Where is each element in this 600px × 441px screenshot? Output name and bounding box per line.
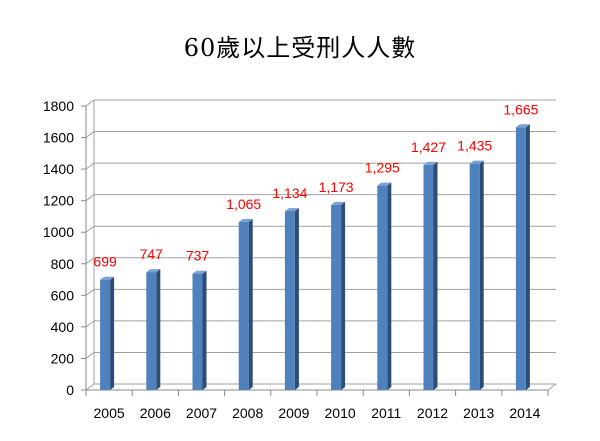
bar — [423, 164, 434, 390]
gridline-diagonal — [85, 352, 95, 359]
gridline-diagonal — [85, 194, 95, 202]
bar-side — [387, 182, 392, 390]
data-label: 1,173 — [319, 179, 354, 195]
bar-top — [423, 161, 438, 165]
data-label: 1,065 — [226, 196, 261, 212]
x-tick-label: 2007 — [186, 405, 217, 421]
bar-side — [341, 201, 346, 390]
x-tick-label: 2005 — [94, 405, 125, 421]
bar-top — [146, 269, 161, 273]
gridline-diagonal — [85, 162, 95, 170]
y-tick-label: 0 — [66, 382, 74, 398]
gridline-diagonal — [85, 99, 95, 107]
data-label: 1,665 — [503, 101, 538, 117]
gridline-diagonal — [85, 383, 95, 391]
bar — [377, 185, 388, 390]
x-tick-label: 2009 — [278, 405, 309, 421]
data-label: 737 — [186, 248, 210, 264]
bar-side — [248, 218, 253, 390]
bar-top — [238, 218, 253, 222]
x-tick-label: 2014 — [509, 405, 540, 421]
bar — [284, 211, 295, 390]
bar — [331, 204, 342, 390]
gridline-diagonal — [85, 320, 95, 328]
y-tick-label: 600 — [51, 287, 75, 303]
bar-side — [202, 270, 207, 390]
data-label: 699 — [93, 254, 117, 270]
y-tick-label: 1000 — [43, 224, 74, 240]
y-tick-label: 1400 — [43, 161, 74, 177]
y-tick-label: 1600 — [43, 130, 74, 146]
x-tick-label: 2011 — [371, 405, 401, 421]
x-tick-label: 2008 — [232, 405, 263, 421]
bar-side — [479, 160, 484, 390]
data-label: 1,134 — [272, 185, 307, 201]
bar-top — [100, 276, 115, 280]
bar-side — [294, 208, 299, 390]
bar — [238, 221, 249, 390]
bar-top — [377, 182, 392, 186]
bar-top — [469, 160, 484, 164]
x-tick-label: 2013 — [463, 405, 494, 421]
bar-top — [192, 270, 207, 274]
bar-top — [515, 124, 530, 128]
y-tick-label: 800 — [51, 256, 75, 272]
bar-top — [331, 201, 346, 205]
chart-title: 60歲以上受刑人人數 — [183, 34, 417, 62]
bar — [192, 273, 203, 390]
y-tick-label: 1200 — [43, 193, 74, 209]
y-tick-label: 1800 — [43, 98, 74, 114]
y-tick-label: 400 — [51, 319, 75, 335]
data-label: 747 — [140, 246, 164, 262]
bar-side — [433, 161, 438, 390]
gridline-diagonal — [85, 288, 95, 296]
gridline-diagonal — [85, 257, 95, 265]
data-label: 1,435 — [457, 138, 492, 154]
bar-top — [284, 208, 299, 212]
data-label: 1,427 — [411, 139, 446, 155]
x-tick-label: 2010 — [325, 405, 356, 421]
x-tick-label: 2006 — [140, 405, 171, 421]
bar-side — [156, 269, 161, 390]
bar-side — [525, 124, 530, 391]
gridline-diagonal — [85, 225, 95, 233]
bar — [515, 127, 526, 391]
data-label: 1,295 — [365, 160, 400, 176]
y-tick-label: 200 — [51, 350, 75, 366]
bar — [146, 272, 157, 390]
x-tick-label: 2012 — [417, 405, 448, 421]
bar-side — [110, 276, 115, 390]
floor-edge — [547, 383, 557, 391]
bar — [100, 279, 111, 390]
gridline-diagonal — [85, 131, 95, 138]
bar — [469, 163, 480, 390]
